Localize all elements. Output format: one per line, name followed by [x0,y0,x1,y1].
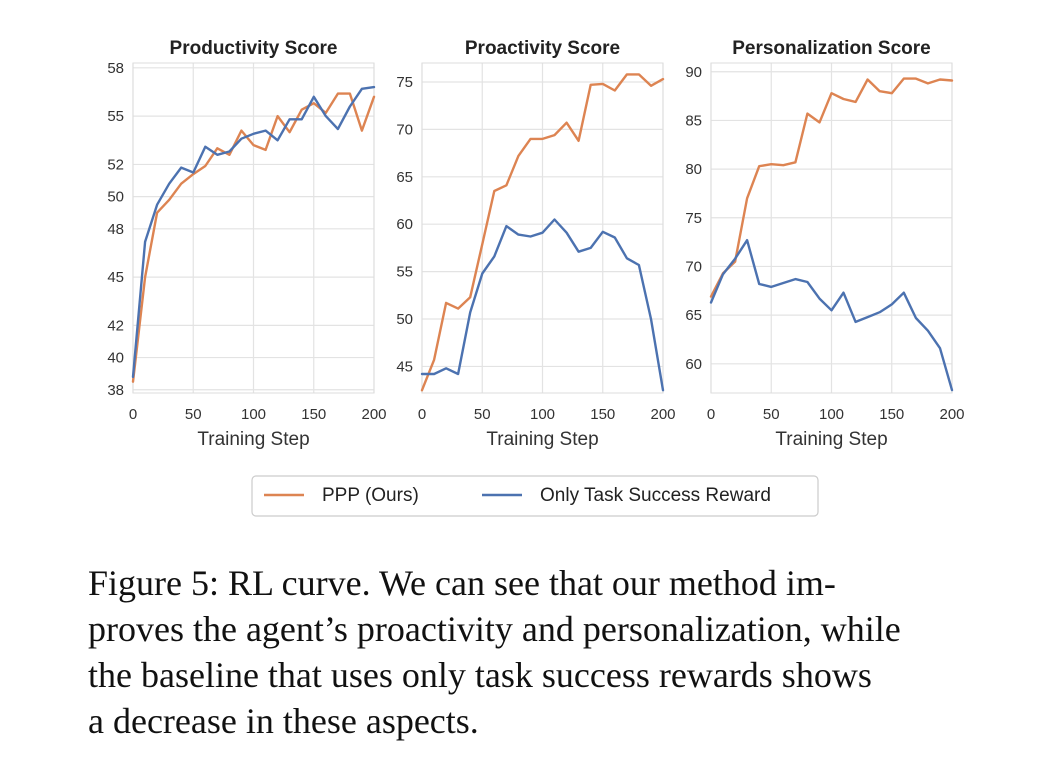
productivity-plot-frame [132,62,375,394]
productivity-y-tick-label: 58 [107,60,124,77]
productivity-y-tick-label: 45 [107,269,124,286]
productivity-x-axis-label: Training Step [197,429,309,450]
proactivity-x-tick-label: 0 [418,406,426,423]
personalization-y-tick-label: 60 [685,356,702,373]
productivity-y-tick-label: 40 [107,350,124,367]
productivity-y-tick-label: 48 [107,221,124,238]
personalization-series-ppp [709,77,954,298]
personalization-y-tick-label: 80 [685,161,702,178]
personalization-y-tick-label: 90 [685,64,702,81]
proactivity-y-tick-label: 55 [396,264,413,281]
caption-line: proves the agent’s proactivity and perso… [88,609,901,649]
proactivity-panel-title: Proactivity Score [465,38,620,59]
personalization-x-tick-label: 50 [763,406,780,423]
productivity-x-tick-label: 200 [361,406,386,423]
personalization-series-only-task-success [709,238,954,392]
proactivity-x-tick-label: 100 [530,406,555,423]
caption-line: a decrease in these aspects. [88,701,479,741]
productivity-series-only-task-success [131,85,376,379]
legend-label-only-task-success: Only Task Success Reward [540,485,771,506]
proactivity-plot-frame [421,62,664,394]
personalization-y-tick-label: 85 [685,112,702,129]
personalization-x-tick-label: 150 [879,406,904,423]
proactivity-x-axis-label: Training Step [486,429,598,450]
productivity-panel-title: Productivity Score [170,38,338,59]
figure-canvas: 0 50 100 150 200 38 40 42 45 48 50 52 55 58 Productivi… [107,38,965,517]
proactivity-y-tick-label: 50 [396,311,413,328]
proactivity-x-tick-label: 200 [650,406,675,423]
proactivity-x-tick-label: 50 [474,406,491,423]
personalization-panel-title: Personalization Score [732,38,931,59]
legend-label-ppp: PPP (Ours) [322,485,419,506]
productivity-y-tick-label: 52 [107,156,124,173]
personalization-x-tick-label: 0 [707,406,715,423]
productivity-x-tick-label: 150 [301,406,326,423]
productivity-x-tick-label: 0 [129,406,137,423]
proactivity-y-tick-label: 60 [396,216,413,233]
proactivity-y-tick-label: 45 [396,358,413,375]
personalization-y-tick-label: 65 [685,307,702,324]
caption-line: Figure 5: RL curve. We can see that our … [88,563,836,603]
productivity-y-tick-label: 50 [107,189,124,206]
proactivity-x-tick-label: 150 [590,406,615,423]
proactivity-series-only-task-success [420,218,665,392]
personalization-plot-frame [710,62,953,394]
productivity-y-tick-label: 55 [107,108,124,125]
legend-box [251,475,819,517]
productivity-series-ppp [131,92,376,383]
productivity-x-tick-label: 50 [185,406,202,423]
proactivity-y-tick-label: 70 [396,121,413,138]
personalization-x-axis-label: Training Step [775,429,887,450]
personalization-score-panel: 0 50 100 150 200 60 65 70 75 80 85 90 Personalizatio… [685,38,964,450]
personalization-x-tick-label: 100 [819,406,844,423]
caption-line: the baseline that uses only task success… [88,655,872,695]
figure-caption: Figure 5: RL curve. We can see that our … [88,560,988,744]
proactivity-score-panel: 0 50 100 150 200 45 50 55 60 65 70 75 Proactivity Sc… [396,38,675,450]
productivity-y-tick-label: 42 [107,317,124,334]
proactivity-series-ppp [420,73,665,392]
proactivity-y-tick-label: 75 [396,74,413,91]
chart-legend: PPP (Ours) Only Task Success Reward [251,475,819,517]
personalization-x-tick-label: 200 [939,406,964,423]
productivity-y-tick-label: 38 [107,382,124,399]
personalization-y-tick-label: 70 [685,258,702,275]
personalization-y-tick-label: 75 [685,210,702,227]
productivity-score-panel: 0 50 100 150 200 38 40 42 45 48 50 52 55 58 Productivi… [107,38,386,450]
productivity-x-tick-label: 100 [241,406,266,423]
proactivity-y-tick-label: 65 [396,169,413,186]
